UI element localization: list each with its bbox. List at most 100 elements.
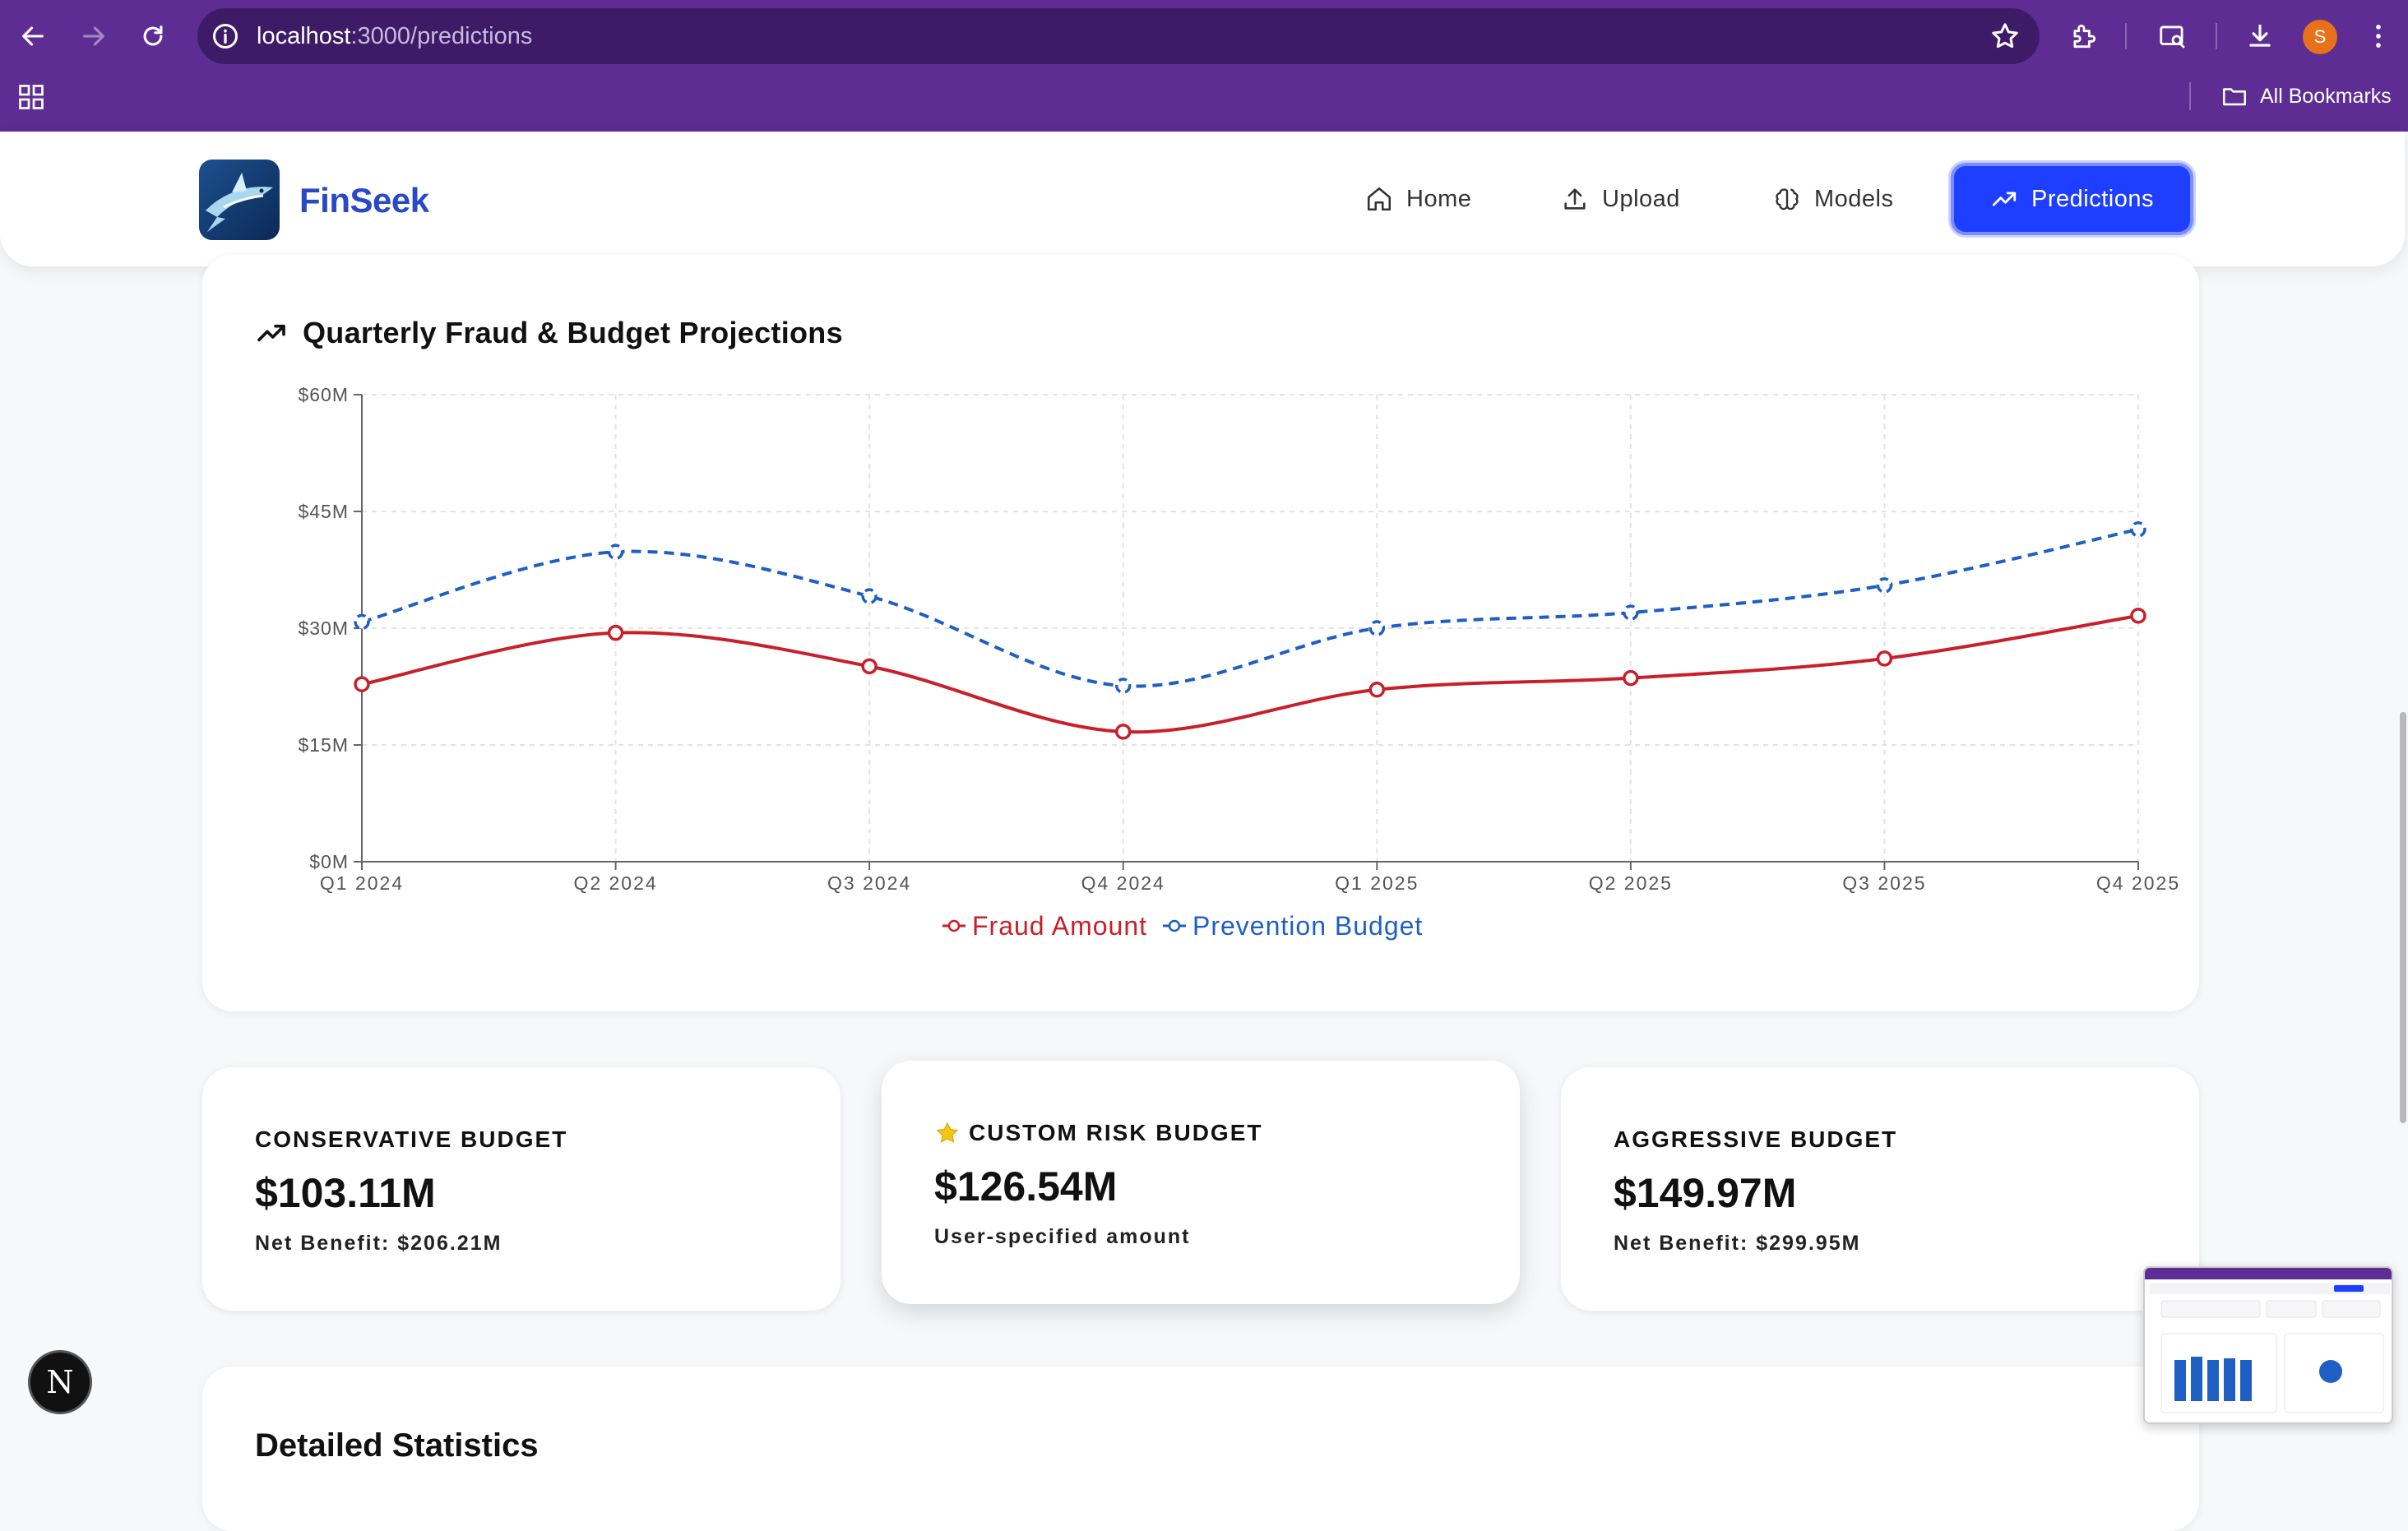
detailed-statistics-card: Detailed Statistics — [202, 1367, 2199, 1531]
x-tick-label: Q3 2024 — [827, 872, 911, 894]
x-tick-label: Q4 2024 — [1081, 872, 1165, 894]
star-icon — [936, 1122, 959, 1143]
x-tick-label: Q1 2024 — [320, 872, 404, 894]
fraud-amount-point — [1623, 669, 1639, 687]
profile-avatar[interactable]: S — [2303, 20, 2337, 54]
prevention-budget-point — [607, 543, 624, 560]
legend-marker — [1168, 919, 1181, 932]
nextjs-dev-badge[interactable]: N — [28, 1350, 92, 1414]
budget-label: CUSTOM RISK BUDGET — [969, 1120, 1263, 1145]
budget-net-benefit: Net Benefit: $206.21M — [255, 1232, 502, 1255]
folder-icon — [2222, 88, 2247, 106]
x-tick-label: Q4 2025 — [2096, 872, 2180, 894]
nav-upload[interactable]: Upload — [1561, 176, 1680, 222]
prevention-budget-point — [1876, 577, 1893, 594]
prevention-budget-point — [1114, 678, 1132, 694]
legend-label: Prevention Budget — [1192, 911, 1423, 941]
prevention-budget-point — [1623, 604, 1639, 621]
prevention-budget-line — [361, 527, 2139, 688]
all-bookmarks-label: All Bookmarks — [2260, 84, 2392, 108]
legend-item-fraud-amount: Fraud Amount — [942, 911, 1146, 941]
y-tick-label: $45M — [298, 501, 349, 522]
browser-menu-button[interactable] — [2359, 16, 2398, 56]
trending-up-icon — [1992, 192, 2017, 206]
fraud-amount-point — [861, 658, 878, 675]
download-icon — [2249, 24, 2271, 47]
screenshot-thumbnail[interactable] — [2143, 1266, 2393, 1424]
fraud-amount-point — [354, 676, 370, 692]
budget-label-row: CUSTOM RISK BUDGET — [934, 1120, 1263, 1146]
thumbnail-preview-icon — [2145, 1268, 2392, 1413]
nav-home[interactable]: Home — [1365, 176, 1471, 222]
y-tick-label: $30M — [298, 617, 349, 639]
prevention-budget-point — [861, 588, 878, 604]
arrow-left-icon — [22, 26, 44, 46]
finseek-logo[interactable] — [199, 160, 280, 240]
projections-chart-card: $0M $15M $30M $45M $60M Q1 2024 Q2 2024 Q3 2024… — [202, 255, 2199, 1011]
app-header: FinSeek Home Upload Models Predictions — [0, 132, 2405, 266]
nav-models[interactable]: Models — [1773, 176, 1894, 222]
fraud-amount-point — [607, 624, 624, 641]
tab-search-icon — [2160, 25, 2185, 49]
stats-title: Detailed Statistics — [255, 1427, 539, 1464]
fraud-amount-point — [1368, 682, 1386, 698]
x-tick-label: Q2 2024 — [573, 872, 657, 894]
prevention-budget-point — [2130, 521, 2146, 538]
site-info-icon[interactable] — [211, 21, 240, 51]
budget-label: CONSERVATIVE BUDGET — [255, 1126, 568, 1152]
shark-logo-icon — [206, 173, 273, 232]
url-host: localhost — [257, 23, 351, 49]
budget-amount: $103.11M — [255, 1170, 436, 1216]
legend-marker — [947, 919, 961, 932]
budget-amount: $126.54M — [934, 1163, 1118, 1210]
fraud-amount-point — [1876, 650, 1893, 667]
tab-search-button[interactable] — [2153, 16, 2193, 56]
custom-risk-budget-card[interactable]: CUSTOM RISK BUDGET $126.54M User-specifi… — [882, 1061, 1520, 1304]
kebab-menu-icon — [2376, 25, 2381, 48]
x-tick-label: Q3 2025 — [1842, 872, 1926, 894]
budget-label: AGGRESSIVE BUDGET — [1614, 1126, 1898, 1152]
arrow-right-icon — [83, 26, 104, 46]
nav-predictions[interactable]: Predictions — [1951, 163, 2193, 235]
brand-name[interactable]: FinSeek — [299, 181, 429, 220]
conservative-budget-card: CONSERVATIVE BUDGET $103.11M Net Benefit… — [202, 1067, 840, 1311]
back-button[interactable] — [12, 15, 54, 58]
downloads-button[interactable] — [2240, 16, 2280, 56]
apps-grid-icon[interactable] — [16, 82, 46, 112]
x-tick-label: Q2 2025 — [1589, 872, 1673, 894]
trending-up-icon — [257, 324, 285, 342]
nav-models-label: Models — [1814, 185, 1894, 212]
aggressive-budget-card: AGGRESSIVE BUDGET $149.97M Net Benefit: … — [1561, 1067, 2199, 1311]
x-tick-label: Q1 2025 — [1335, 872, 1419, 894]
y-tick-label: $15M — [298, 734, 349, 756]
fraud-amount-point — [1114, 724, 1132, 740]
nav-predictions-label: Predictions — [2031, 185, 2154, 212]
bookmarks-divider — [2189, 82, 2191, 110]
reload-button[interactable] — [132, 15, 174, 58]
y-tick-label: $60M — [298, 384, 349, 405]
toolbar-divider — [2125, 23, 2127, 49]
nav-home-label: Home — [1406, 185, 1472, 212]
all-bookmarks-button[interactable]: All Bookmarks — [2220, 79, 2392, 113]
forward-button[interactable] — [72, 15, 115, 58]
prevention-budget-point — [354, 613, 370, 631]
url-text[interactable]: localhost:3000/predictions — [257, 8, 532, 64]
reload-icon — [143, 25, 163, 46]
extensions-button[interactable] — [2064, 16, 2104, 56]
puzzle-icon — [2073, 24, 2096, 49]
url-path: :3000/predictions — [350, 23, 533, 49]
home-icon — [1367, 187, 1392, 211]
legend-item-prevention-budget: Prevention Budget — [1163, 911, 1423, 941]
y-tick-label: $0M — [309, 851, 349, 872]
brain-icon — [1776, 188, 1799, 210]
address-bar[interactable]: localhost:3000/predictions — [197, 8, 2040, 64]
budget-amount: $149.97M — [1614, 1170, 1797, 1216]
projections-chart: $0M $15M $30M $45M $60M Q1 2024 Q2 2024 Q3 2024… — [298, 384, 2180, 941]
budget-note: User-specified amount — [934, 1225, 1191, 1248]
fraud-amount-line — [361, 613, 2139, 734]
page-scrollbar[interactable] — [2400, 712, 2406, 1123]
chart-title-text: Quarterly Fraud & Budget Projections — [303, 316, 843, 349]
chart-title: Quarterly Fraud & Budget Projections — [255, 316, 843, 350]
budget-net-benefit: Net Benefit: $299.95M — [1614, 1232, 1861, 1255]
star-icon[interactable] — [1989, 20, 2021, 53]
